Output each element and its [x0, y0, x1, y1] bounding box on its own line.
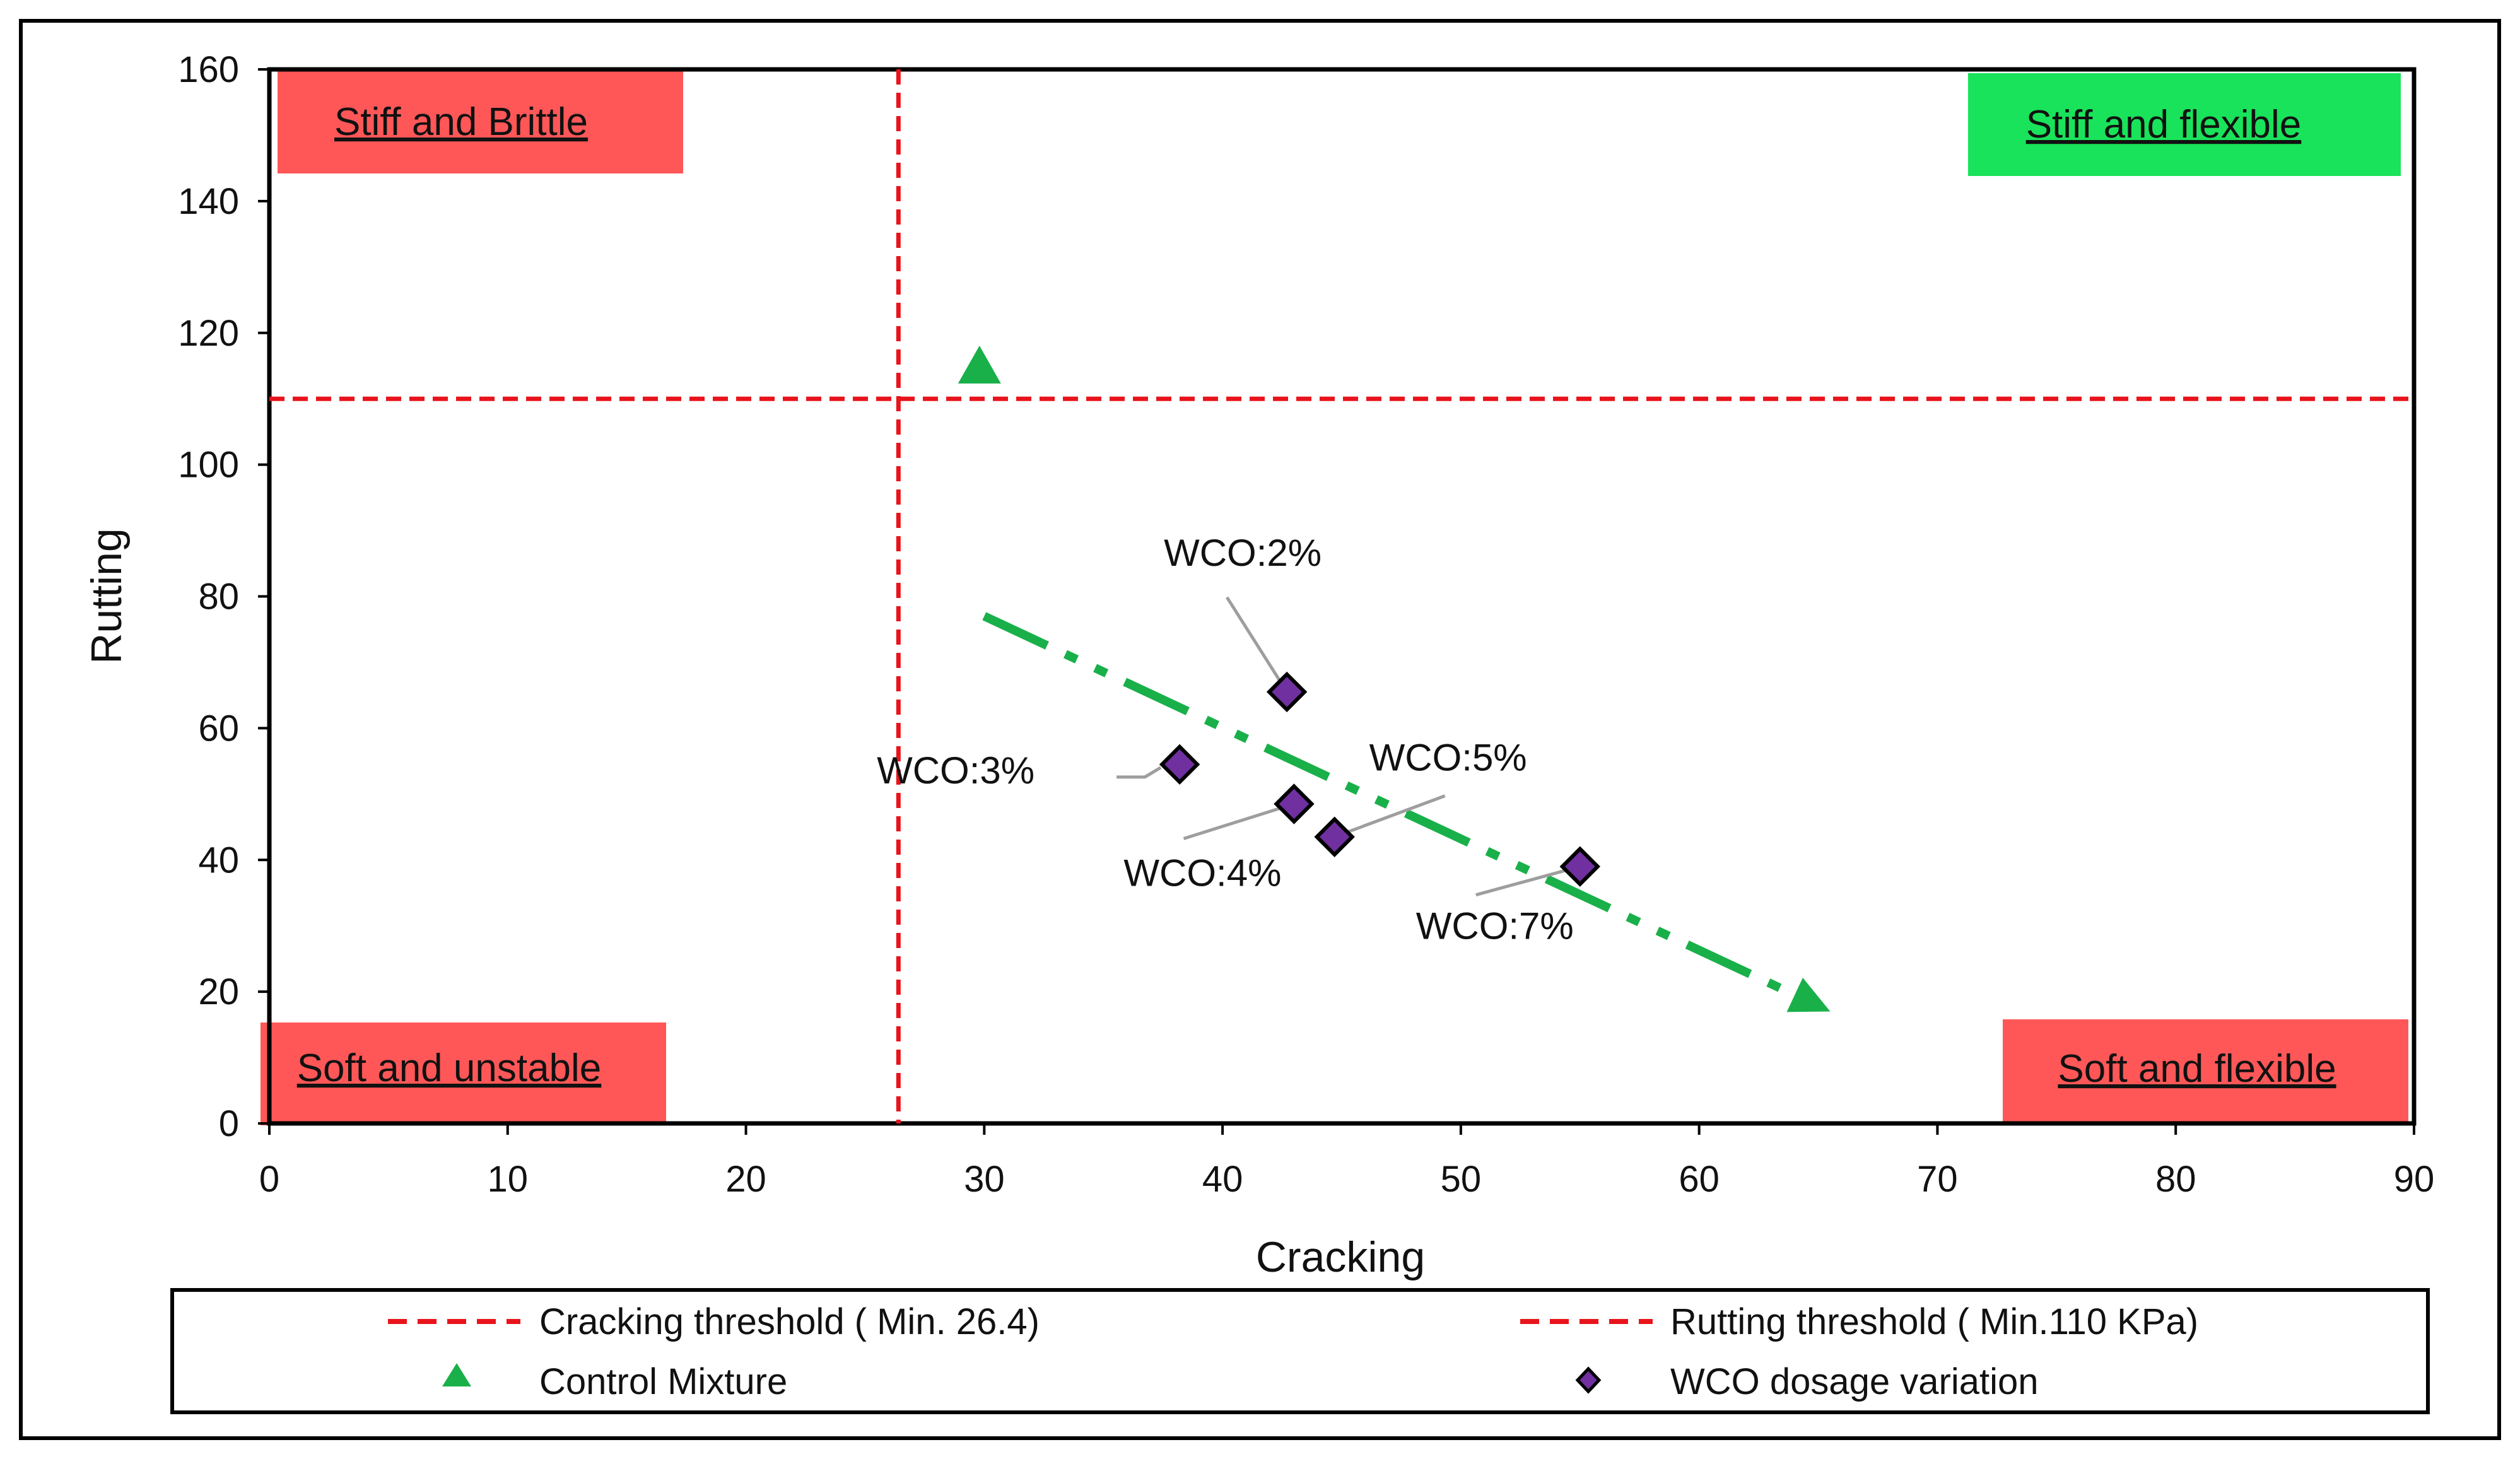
legend-label-rutting-threshold: Rutting threshold ( Min.110 KPa)	[1670, 1301, 2198, 1342]
quadrant-box-bottom-left	[261, 1022, 666, 1125]
quadrant-label-bottom-left: Soft and unstable	[297, 1046, 602, 1090]
x-axis-title: Cracking	[1256, 1233, 1425, 1281]
wco-point-label: WCO:7%	[1416, 905, 1574, 947]
x-tick-label: 80	[2155, 1159, 2196, 1200]
figure-frame	[19, 19, 2501, 1440]
trend-arrow-head	[1786, 978, 1831, 1012]
y-tick-label: 40	[198, 840, 239, 881]
trend-arrow	[982, 612, 1831, 1012]
legend-label-control-mixture: Control Mixture	[539, 1361, 787, 1402]
leader-line	[1225, 596, 1289, 693]
quadrant-label-bottom-right: Soft and flexible	[2058, 1047, 2336, 1091]
x-tick-label: 50	[1441, 1159, 1482, 1200]
quadrant-label-top-right: Stiff and flexible	[2026, 103, 2302, 146]
threshold-lines	[269, 69, 2414, 1123]
quadrant-box-top-left	[278, 71, 683, 173]
x-tick-label: 20	[725, 1159, 766, 1200]
wco-point-label: WCO:5%	[1369, 737, 1527, 779]
quadrant-box-top-right	[1968, 73, 2401, 176]
trend-arrow-shaft	[982, 612, 1797, 999]
data-points	[958, 345, 1601, 887]
y-tick-label: 0	[219, 1103, 239, 1144]
wco-point-label: WCO:2%	[1164, 532, 1322, 574]
leader-line	[1333, 794, 1446, 839]
quadrant-box-bottom-right	[2003, 1019, 2408, 1125]
leader-line	[1475, 865, 1581, 897]
wco-point-label: WCO:4%	[1123, 852, 1281, 894]
leader-line	[1183, 802, 1295, 840]
legend-symbol-wco-dosage	[1575, 1366, 1602, 1394]
wco-point	[1159, 744, 1200, 785]
y-tick-label: 160	[178, 49, 239, 90]
plot-frame	[267, 67, 2417, 1126]
x-tick-label: 60	[1679, 1159, 1720, 1200]
leader-line	[1116, 766, 1162, 779]
x-tick-label: 90	[2394, 1159, 2435, 1200]
control-mixture-point	[958, 345, 1001, 384]
y-tick-label: 100	[178, 445, 239, 486]
wco-point	[1274, 783, 1315, 824]
wco-point	[1314, 816, 1355, 857]
x-axis-ticks: 0 10 20 30 40 50 60 70 80 90	[259, 1123, 2434, 1200]
x-tick-label: 10	[488, 1159, 529, 1200]
legend-label-wco-dosage: WCO dosage variation	[1670, 1361, 2038, 1402]
legend-label-cracking-threshold: Cracking threshold ( Min. 26.4)	[539, 1301, 1040, 1342]
y-tick-label: 140	[178, 181, 239, 222]
wco-point	[1559, 846, 1601, 887]
y-tick-label: 60	[198, 708, 239, 749]
y-axis-title: Rutting	[83, 528, 131, 664]
legend-symbol-control-mixture	[442, 1363, 471, 1386]
x-tick-label: 30	[964, 1159, 1005, 1200]
label-leader-lines	[1116, 596, 1581, 897]
y-tick-label: 20	[198, 971, 239, 1012]
y-tick-label: 120	[178, 313, 239, 354]
y-tick-label: 80	[198, 577, 239, 618]
x-tick-label: 40	[1202, 1159, 1243, 1200]
x-tick-label: 0	[259, 1159, 279, 1200]
wco-point-label: WCO:3%	[877, 749, 1034, 792]
data-point-labels: WCO:2% WCO:3% WCO:4% WCO:5% WCO:7%	[877, 532, 1574, 947]
legend-box	[170, 1288, 2430, 1414]
y-axis-ticks: 0 20 40 60 80 100 120 140 160	[178, 49, 269, 1144]
wco-point	[1266, 671, 1308, 713]
quadrant-label-top-left: Stiff and Brittle	[334, 100, 588, 144]
x-tick-label: 70	[1917, 1159, 1958, 1200]
